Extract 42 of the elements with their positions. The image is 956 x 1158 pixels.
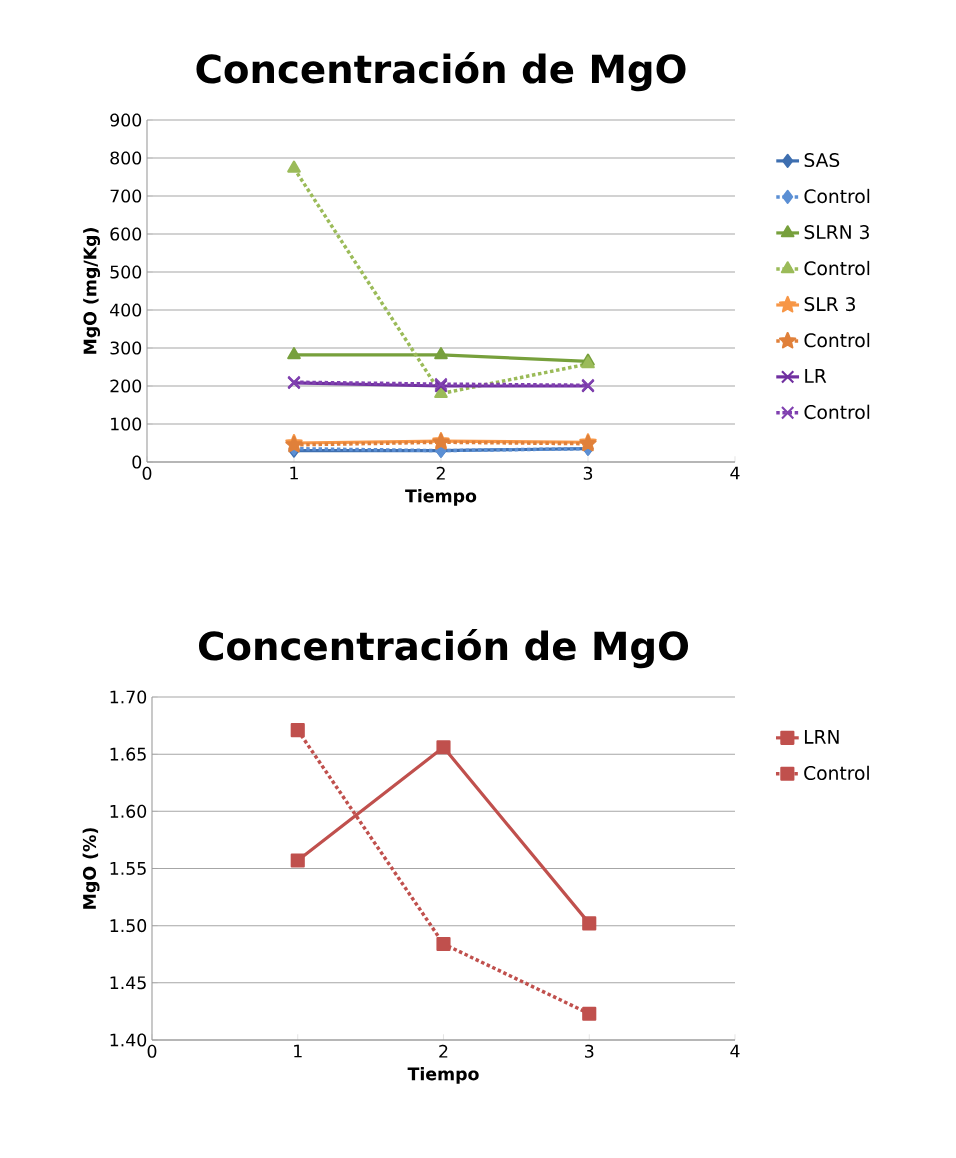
legend-label: Control [804,404,870,420]
x-tick-label: 1 [290,466,298,480]
y-tick-label: 800 [110,151,142,165]
legend-label: Control [804,332,870,348]
legend-label: LRN [804,730,839,744]
x-tick-label: 4 [730,1044,740,1058]
y-axis-title: MgO (mg/Kg) [83,228,101,354]
y-tick-label: 700 [110,189,142,203]
y-tick-label: 900 [110,113,142,127]
x-tick-label: 2 [439,1044,448,1058]
y-tick-label: 100 [111,417,142,431]
x-tick-label: 1 [294,1044,302,1058]
chart-title: Concentración de MgO [198,629,689,669]
x-tick-label: 3 [585,1044,594,1058]
chart-title: Concentración de MgO [196,52,686,92]
y-tick-label: 300 [110,341,142,355]
legend-label: Control [804,188,870,204]
y-tick-label: 600 [110,227,142,241]
y-tick-label: 500 [110,265,142,279]
y-tick-label: 1.70 [110,690,147,704]
y-tick-label: 1.65 [110,747,146,761]
legend-label: LR [805,369,827,383]
y-axis-title: MgO (%) [82,828,100,909]
y-tick-label: 1.60 [110,804,147,818]
legend-label: Control [804,765,869,781]
legend-label: SLRN 3 [804,225,869,240]
y-tick-label: 200 [110,379,142,393]
y-tick-label: 1.45 [110,976,146,990]
x-tick-label: 0 [147,1044,157,1058]
y-tick-label: 1.50 [110,919,147,933]
legend-label: SLR 3 [804,297,855,312]
y-tick-label: 0 [132,455,142,469]
x-axis-title: Tiempo [407,1066,479,1084]
legend-label: Control [804,260,870,276]
legend-label: SAS [804,152,840,168]
x-tick-label: 2 [436,466,445,480]
y-tick-label: 1.40 [110,1033,147,1047]
x-tick-label: 3 [583,466,593,480]
x-tick-label: 4 [730,466,740,480]
x-axis-title: Tiempo [405,488,477,506]
y-tick-label: 400 [110,303,142,317]
y-tick-label: 1.55 [110,862,146,875]
